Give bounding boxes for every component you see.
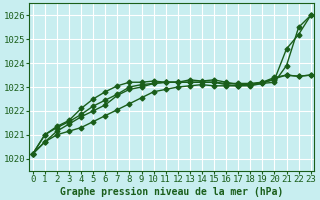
X-axis label: Graphe pression niveau de la mer (hPa): Graphe pression niveau de la mer (hPa): [60, 186, 283, 197]
